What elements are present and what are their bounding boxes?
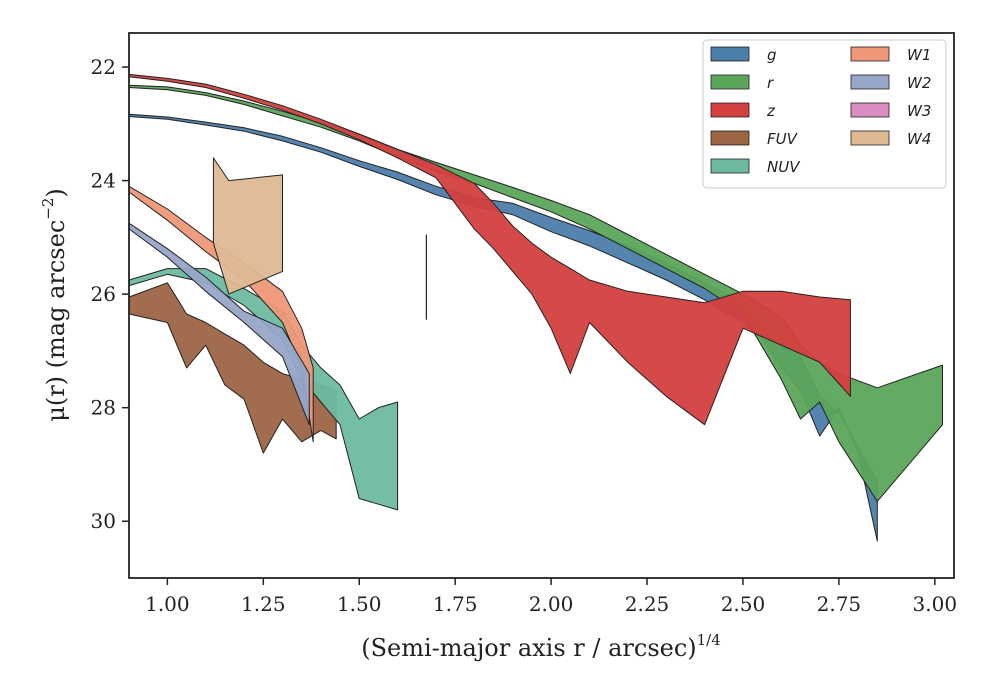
- x-tick-label: 1.25: [241, 592, 286, 616]
- y-tick-label: 26: [91, 282, 116, 306]
- legend-swatch-w4: [850, 130, 890, 146]
- legend-label-nuv: NUV: [767, 158, 801, 176]
- y-axis-label-text: μ(r) (mag arcsec: [42, 220, 70, 422]
- x-tick-label: 2.50: [721, 592, 766, 616]
- legend-swatch-fuv: [710, 130, 750, 146]
- x-tick-label: 2.75: [817, 592, 862, 616]
- y-tick-label: 22: [91, 55, 116, 79]
- legend-label-w2: W2: [907, 74, 931, 92]
- y-axis-ticks: 22 24 26 28 30: [91, 55, 129, 533]
- x-tick-label: 3.00: [913, 592, 958, 616]
- legend-label-g: g: [767, 46, 777, 64]
- legend-swatch-g: [710, 46, 750, 62]
- y-axis-label-close: ): [42, 188, 70, 197]
- legend-label-w3: W3: [907, 102, 931, 120]
- legend-label-z: z: [766, 102, 776, 120]
- legend-swatch-w3: [850, 102, 890, 118]
- series-bands: [128, 73, 943, 542]
- legend: grz FUV NUV W1 W2 W3 W4: [702, 39, 947, 189]
- x-axis-label-exponent: 1/4: [697, 631, 721, 649]
- legend-label-fuv: FUV: [767, 130, 799, 148]
- y-axis-label-exponent: −2: [39, 198, 57, 220]
- x-axis-ticks: 1.00 1.25 1.50 1.75 2.00 2.25 2.50 2.75 3.00: [145, 578, 957, 616]
- series-band-z: [128, 73, 851, 426]
- legend-swatch-r: [710, 74, 750, 90]
- legend-swatch-w2: [850, 74, 890, 90]
- legend-label-w4: W4: [907, 130, 931, 148]
- series-band-w4: [212, 157, 283, 295]
- x-tick-label: 2.00: [529, 592, 574, 616]
- series-band-g: [128, 113, 878, 542]
- x-tick-label: 2.25: [625, 592, 670, 616]
- legend-label-w1: W1: [907, 46, 931, 64]
- x-tick-label: 1.75: [433, 592, 478, 616]
- y-tick-label: 30: [91, 509, 116, 533]
- legend-swatch-z: [710, 102, 750, 118]
- x-axis-label-text: (Semi-major axis r / arcsec): [361, 634, 696, 662]
- x-axis-label: (Semi-major axis r / arcsec)1/4: [361, 631, 721, 662]
- series-band-w2: [128, 222, 310, 426]
- legend-label-r: r: [767, 74, 774, 92]
- legend-swatch-nuv: [710, 158, 750, 174]
- y-tick-label: 28: [91, 396, 116, 420]
- plot-frame: [128, 32, 955, 579]
- series-band-fuv: [128, 282, 337, 454]
- x-tick-label: 1.50: [337, 592, 382, 616]
- legend-swatch-w1: [850, 46, 890, 62]
- y-tick-label: 24: [91, 169, 116, 193]
- y-axis-label: μ(r) (mag arcsec−2): [39, 188, 70, 422]
- x-tick-label: 1.00: [145, 592, 190, 616]
